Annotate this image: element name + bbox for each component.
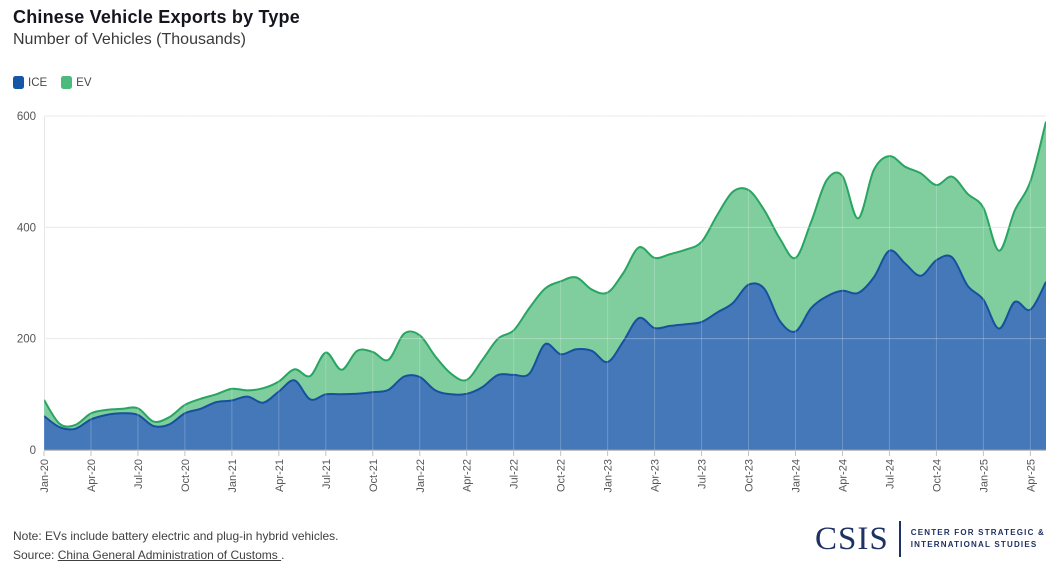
legend-item-ice: ICE: [13, 76, 47, 89]
y-tick-label: 400: [17, 222, 36, 234]
x-tick-label: Jan-21: [227, 459, 239, 493]
x-tick-label: Jul-20: [133, 459, 145, 489]
y-tick-label: 200: [17, 334, 36, 346]
x-tick-label: Apr-23: [650, 459, 662, 492]
legend: ICE EV: [13, 76, 92, 89]
x-tick-label: Jan-24: [791, 459, 803, 493]
area-series: [44, 121, 1046, 450]
csis-logo-line2: International Studies: [910, 540, 1038, 549]
ice-area: [44, 250, 1046, 450]
x-tick-label: Oct-20: [180, 459, 192, 492]
chart-subtitle: Number of Vehicles (Thousands): [13, 31, 246, 48]
chart-title: Chinese Vehicle Exports by Type: [13, 7, 300, 27]
source-suffix: .: [281, 548, 285, 562]
x-tick-label: Apr-21: [274, 459, 286, 492]
source-prefix: Source:: [13, 548, 58, 562]
ev-line: [44, 121, 1046, 428]
x-tick-label: Oct-24: [931, 459, 943, 492]
x-tick-label: Jul-22: [509, 459, 521, 489]
x-tick-label: Jan-20: [39, 459, 51, 493]
ev-legend-label: EV: [76, 76, 92, 89]
source-line: Source: China General Administration of …: [13, 548, 284, 562]
x-tick-labels: Jan-20 Apr-20 Jul-20 Oct-20 Jan-21 Apr-21 Jul-…: [39, 459, 1037, 493]
x-tick-label: Apr-20: [86, 459, 98, 492]
ev-area: [44, 121, 1046, 430]
x-tick-label: Jan-25: [978, 459, 990, 493]
csis-logo: CSIS Center for Strategic & Internationa…: [815, 521, 1045, 557]
x-tick-label: Apr-25: [1025, 459, 1037, 492]
y-tick-label: 0: [30, 445, 36, 457]
csis-logo-line1: Center for Strategic &: [910, 528, 1045, 537]
x-tick-label: Oct-21: [368, 459, 380, 492]
ice-line: [44, 249, 1046, 431]
x-tick-label: Oct-23: [744, 459, 756, 492]
x-tick-label: Jul-24: [884, 459, 896, 489]
csis-logo-divider: [898, 521, 901, 557]
x-tick-label: Jul-21: [321, 459, 333, 489]
x-tick-label: Apr-22: [462, 459, 474, 492]
x-ticks: [43, 451, 1031, 456]
x-tick-label: Apr-24: [837, 459, 849, 492]
ev-legend-swatch: [61, 76, 73, 89]
footnote: Note: EVs include battery electric and p…: [13, 529, 339, 543]
x-tick-label: Jan-22: [415, 459, 427, 493]
ice-legend-swatch: [13, 76, 24, 89]
x-tick-label: Jan-23: [603, 459, 615, 493]
source-link[interactable]: China General Administration of Customs: [57, 548, 282, 562]
x-tick-label: Jul-23: [697, 459, 709, 489]
x-tick-label: Oct-22: [556, 459, 568, 492]
csis-acronym: CSIS: [815, 520, 889, 557]
y-tick-label: 600: [17, 111, 36, 123]
grid-overlay: [43, 115, 1046, 451]
csis-logo-text: Center for Strategic & International Stu…: [911, 527, 1045, 551]
y-tick-labels: 0 200 400 600: [17, 111, 36, 457]
legend-item-ev: EV: [61, 76, 92, 89]
ice-legend-label: ICE: [28, 76, 48, 89]
